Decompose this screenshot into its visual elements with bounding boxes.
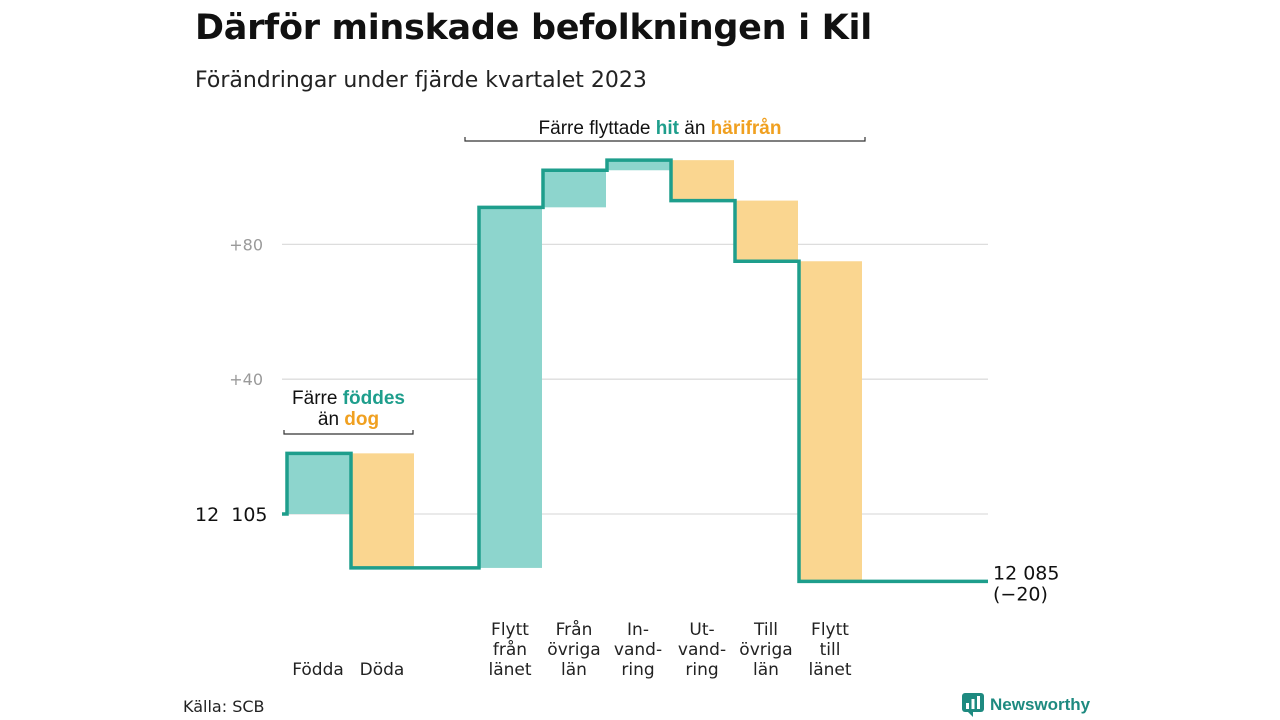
category-label: till xyxy=(820,640,841,660)
category-label: Från xyxy=(556,619,593,640)
chart-subtitle: Förändringar under fjärde kvartalet 2023 xyxy=(195,68,647,93)
category-label: övriga xyxy=(547,640,600,660)
end-value-label: 12 085 xyxy=(993,562,1059,584)
chart-title: Därför minskade befolkningen i Kil xyxy=(195,8,872,48)
category-label: ring xyxy=(685,660,718,680)
category-label: övriga xyxy=(739,640,792,660)
newsworthy-logo-icon xyxy=(962,693,984,717)
annotation-text: Färre flyttade xyxy=(539,118,651,139)
annotation-text: dog xyxy=(339,409,379,430)
annotation-text: härifrån xyxy=(705,118,781,139)
category-label: län xyxy=(561,660,587,680)
annotation-text: föddes xyxy=(337,388,405,409)
annotation-births-line1: Färre föddes xyxy=(292,388,405,409)
bar-invandring xyxy=(607,160,670,171)
annotation-text: hit xyxy=(650,118,679,139)
bar-utvandring xyxy=(671,160,734,201)
end-change-label: (−20) xyxy=(993,583,1048,605)
annotation-moves: Färre flyttade hit än härifrån xyxy=(539,118,782,139)
category-label: länet xyxy=(488,660,531,680)
annotation-births-bracket xyxy=(283,430,414,435)
category-label: Flytt xyxy=(491,620,529,640)
annotation-text: än xyxy=(318,409,339,430)
annotation-text: Färre xyxy=(292,388,337,409)
category-label: vand- xyxy=(614,640,662,660)
category-label: Födda xyxy=(292,660,344,680)
bar-flyttfrånlänet xyxy=(479,207,542,568)
source-note: Källa: SCB xyxy=(183,697,265,716)
bar-tillövrigalän xyxy=(735,200,798,262)
brand-name: Newsworthy xyxy=(990,695,1091,714)
bar-döda xyxy=(351,453,414,568)
annotation-births-line2: än dog xyxy=(318,409,379,430)
bar-födda xyxy=(287,453,350,514)
category-label: Ut- xyxy=(689,620,714,640)
bar-flytttilllänet xyxy=(799,261,862,582)
start-value-label: 12 105 xyxy=(195,504,268,526)
category-label: ring xyxy=(621,660,654,680)
category-label: Till xyxy=(753,620,778,640)
y-tick-label: +80 xyxy=(229,235,263,254)
brand-logo[interactable]: Newsworthy xyxy=(962,693,1090,717)
category-label: In- xyxy=(627,620,649,640)
y-tick-label: +40 xyxy=(229,370,263,389)
annotation-moves-bracket xyxy=(464,137,866,142)
category-label: län xyxy=(753,660,779,680)
category-label: Flytt xyxy=(811,620,849,640)
category-label: Döda xyxy=(360,660,405,680)
bar-frånövrigalän xyxy=(543,170,606,208)
category-label: länet xyxy=(808,660,851,680)
cumulative-step-line xyxy=(282,158,988,584)
annotation-text: än xyxy=(679,118,705,139)
category-label: vand- xyxy=(678,640,726,660)
category-label: från xyxy=(493,639,527,660)
